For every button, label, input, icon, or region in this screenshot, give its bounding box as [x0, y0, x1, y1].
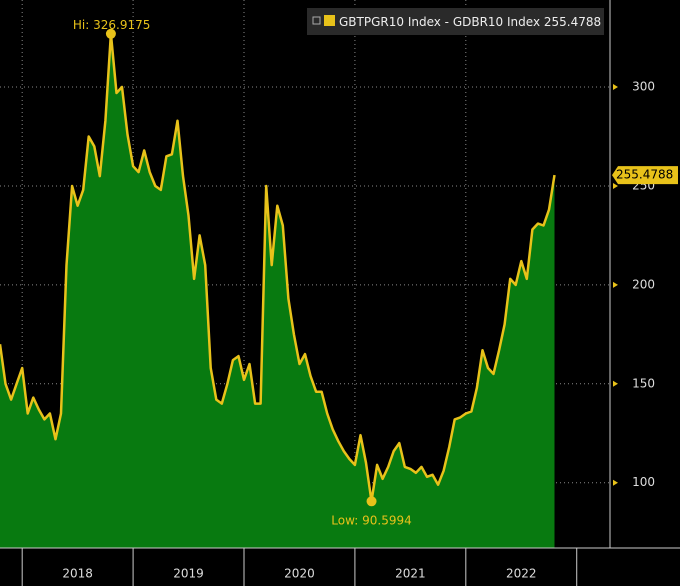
y-tick-label: 300 [632, 80, 655, 94]
legend-toggle [312, 16, 321, 25]
line [0, 32, 556, 503]
y-tick-label: 100 [632, 475, 655, 489]
high-label: Hi: [73, 17, 89, 31]
legend-text: GBTPGR10 Index - GDBR10 Index 255.4788 [339, 15, 601, 29]
low-annotation: Low: 90.5994 [331, 513, 411, 527]
high-annotation: Hi: 326.9175 [73, 17, 151, 31]
y-tick-mark [613, 479, 618, 486]
legend-box [307, 8, 604, 35]
legend-value: 255.4788 [544, 15, 601, 29]
x-tick-label: 2019 [173, 567, 204, 581]
y-tick-label: 200 [632, 277, 655, 291]
x-tick-label: 2022 [506, 567, 537, 581]
y-tick-label: 150 [632, 376, 655, 390]
x-tick-label: 2021 [395, 567, 426, 581]
legend-name: GBTPGR10 Index - GDBR10 Index [339, 15, 540, 29]
high-marker [105, 28, 116, 39]
area [0, 33, 555, 549]
y-tick-mark [613, 380, 618, 387]
low-value: 90.5994 [362, 513, 412, 527]
y-tick-mark [613, 84, 618, 91]
low-marker [366, 496, 377, 507]
last-value-tag [612, 166, 678, 185]
x-tick-label: 2018 [62, 567, 93, 581]
y-tick-mark [613, 281, 618, 288]
legend-swatch [324, 15, 335, 26]
last-value-label: 255.4788 [616, 168, 673, 182]
x-tick-label: 2020 [284, 567, 315, 581]
legend: GBTPGR10 Index - GDBR10 Index 255.4788 [307, 8, 604, 35]
low-label: Low: [331, 513, 358, 527]
y-tick-mark [613, 182, 618, 189]
high-value: 326.9175 [93, 17, 150, 31]
